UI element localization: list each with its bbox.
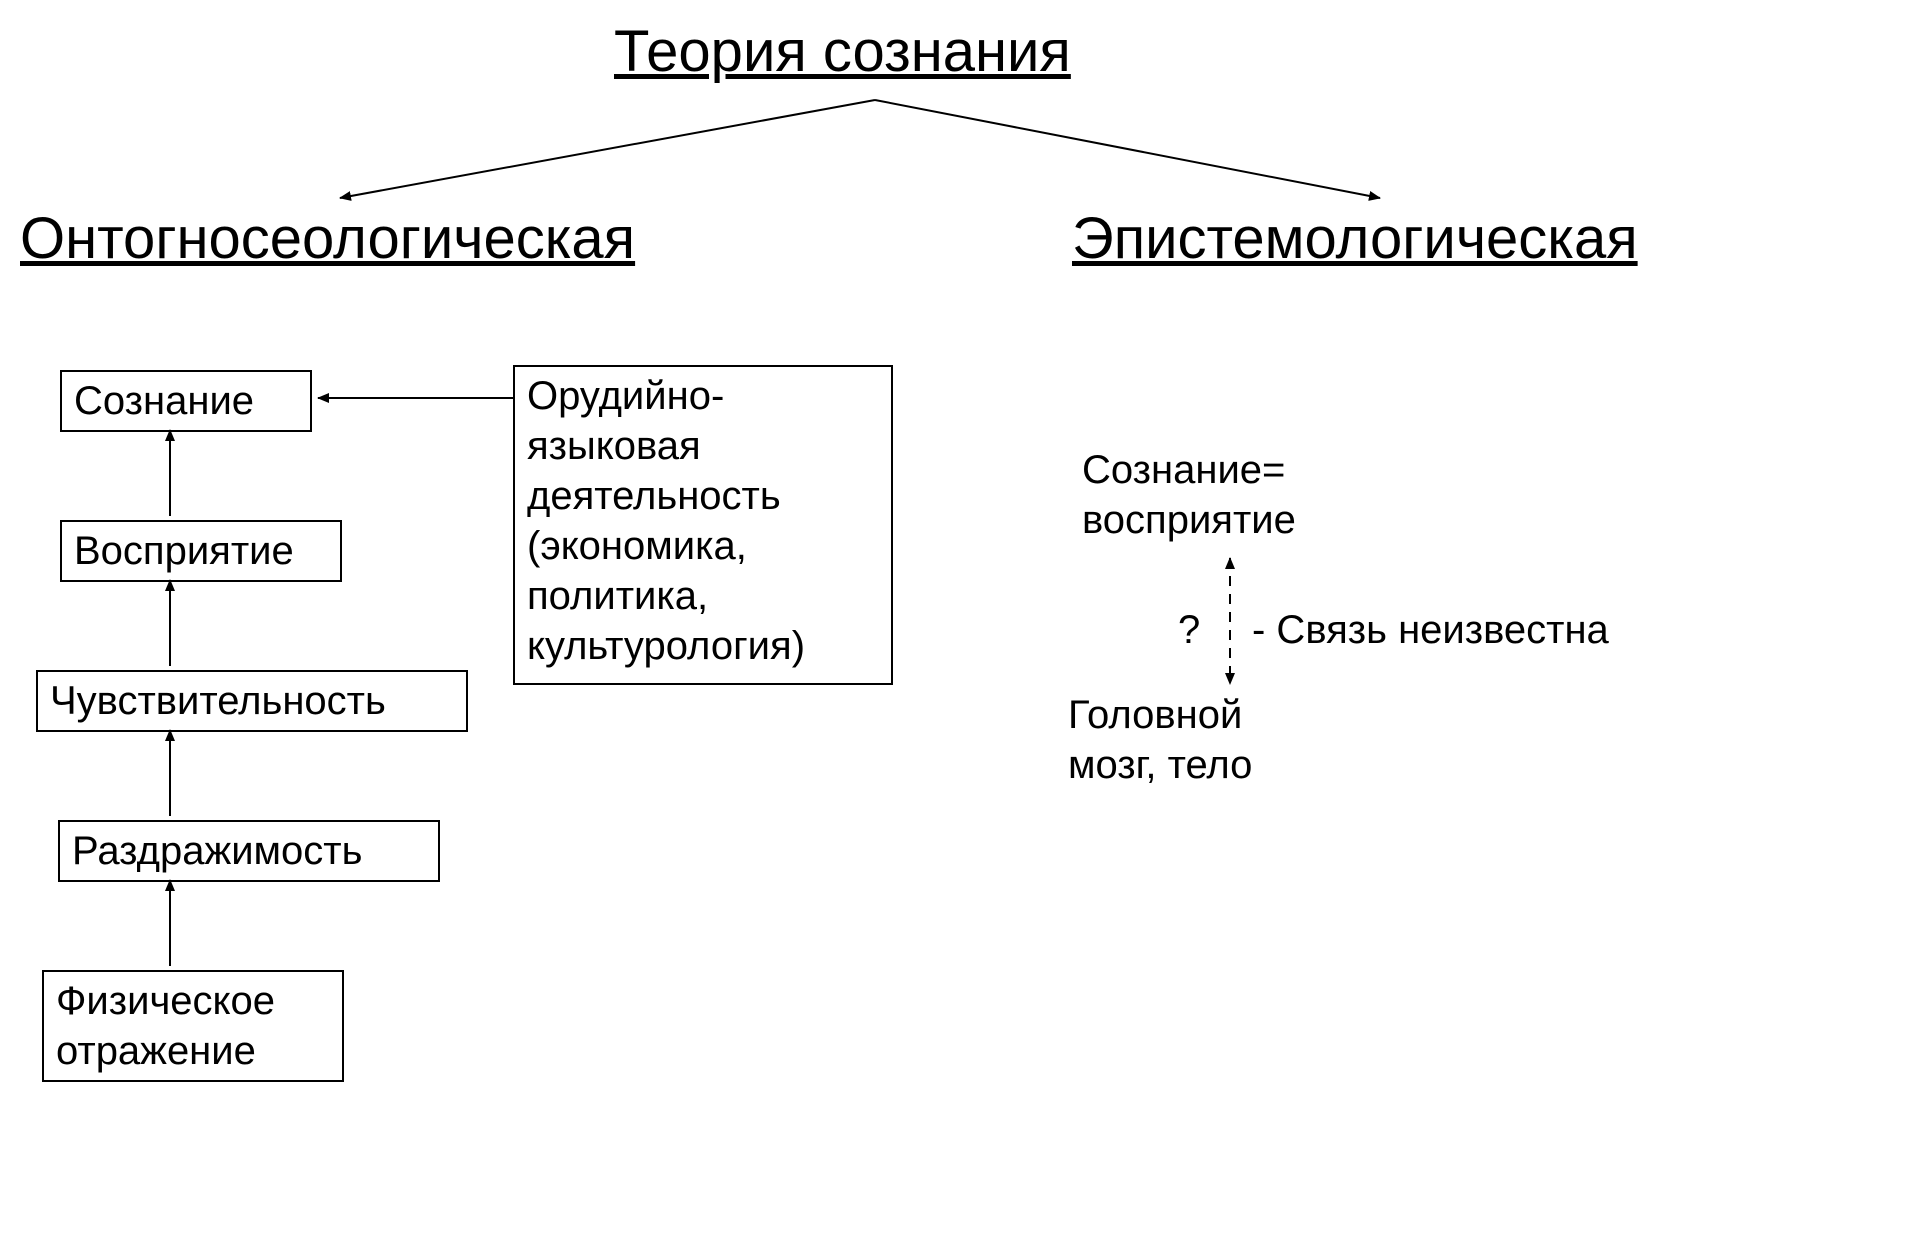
branch-left-title: Онтогносеологическая (20, 205, 635, 272)
node-chuvstvitelnost: Чувствительность (36, 670, 468, 732)
text-soznanie-eq: Сознание= восприятие (1082, 445, 1296, 545)
branch-right-title: Эпистемологическая (1072, 205, 1638, 272)
diagram-title: Теория сознания (614, 18, 1071, 85)
node-orud-yazyk: Орудийно- языковая деятельность (экономи… (513, 365, 893, 685)
node-soznanie: Сознание (60, 370, 312, 432)
node-fiz-otrazhenie: Физическое отражение (42, 970, 344, 1082)
text-question: ? (1178, 605, 1200, 655)
text-unknown: - Связь неизвестна (1252, 605, 1609, 655)
text-brain: Головной мозг, тело (1068, 690, 1252, 790)
node-razdrazhimost: Раздражимость (58, 820, 440, 882)
node-vospriyatie: Восприятие (60, 520, 342, 582)
